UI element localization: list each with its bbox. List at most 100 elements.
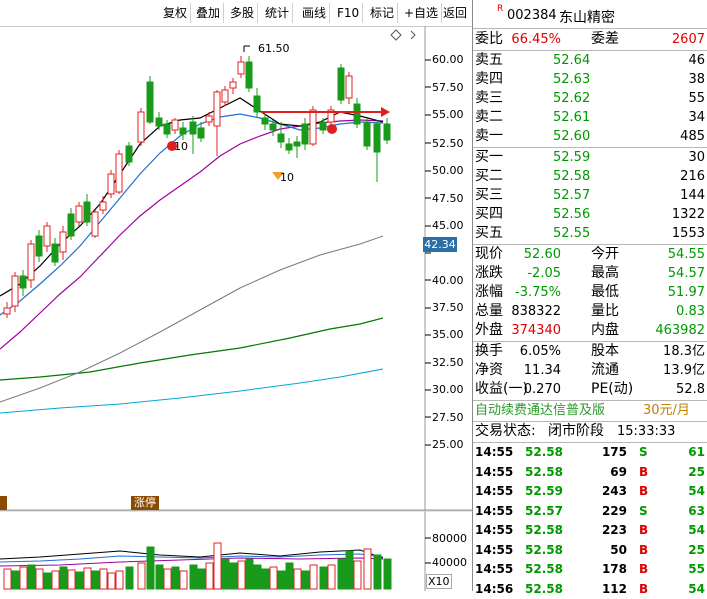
candle-body[interactable] — [269, 123, 277, 131]
candle-body[interactable] — [197, 127, 205, 139]
ad-text[interactable]: 自动续费通达信普及版 — [475, 403, 606, 418]
bid-row[interactable]: 买五 52.55 1553 — [473, 224, 707, 243]
candle-body[interactable] — [309, 109, 317, 145]
trade-tick-row[interactable]: 14:55 52.58 69 B 25 — [473, 463, 707, 482]
statistics-button[interactable]: 统计 — [262, 3, 294, 23]
trade-tick-row[interactable]: 14:55 52.57 229 S 63 — [473, 502, 707, 521]
event-marker-icon[interactable] — [167, 141, 177, 151]
candle-body[interactable] — [137, 111, 145, 143]
vol-ma5-line — [0, 549, 384, 560]
event-marker-icon[interactable] — [327, 124, 337, 134]
candle-body[interactable] — [67, 213, 75, 237]
bid-row[interactable]: 买二 52.58 216 — [473, 167, 707, 186]
fundamental-value: 11.34 — [523, 363, 561, 378]
candle-body[interactable] — [373, 123, 381, 153]
y-tick-label: 55.00 — [432, 108, 464, 121]
candle-body[interactable] — [83, 201, 91, 223]
ask-row[interactable]: 卖二 52.61 34 — [473, 108, 707, 127]
draw-line-button[interactable]: 画线 — [299, 3, 331, 23]
settings-diamond-icon[interactable] — [390, 29, 402, 41]
trade-side: B — [639, 523, 649, 537]
ask-label: 卖一 — [475, 128, 503, 144]
trade-tick-row[interactable]: 14:55 52.58 223 B 54 — [473, 521, 707, 540]
back-button[interactable]: 返回 — [443, 6, 468, 20]
candle-body[interactable] — [35, 235, 43, 257]
event-badge-left[interactable] — [0, 496, 7, 510]
limit-up-badge[interactable]: 涨停 — [131, 496, 159, 510]
candle-body[interactable] — [327, 109, 335, 123]
ad-price[interactable]: 30元/月 — [643, 403, 690, 418]
candle-body[interactable] — [383, 123, 391, 141]
candle-body[interactable] — [277, 133, 285, 143]
candle-body[interactable] — [213, 91, 221, 127]
candle-body[interactable] — [51, 243, 59, 263]
candle-body[interactable] — [125, 145, 133, 163]
bid-row[interactable]: 买四 52.56 1322 — [473, 205, 707, 224]
trade-tick-row[interactable]: 14:55 52.58 178 B 55 — [473, 560, 707, 579]
candle-body[interactable] — [245, 61, 253, 89]
candle-body[interactable] — [179, 127, 187, 135]
quote-label: 涨幅 — [475, 284, 503, 300]
fundamental-value: 18.3亿 — [663, 344, 705, 359]
overlay-button[interactable]: 叠加 — [193, 3, 225, 23]
candle-body[interactable] — [319, 121, 327, 131]
candle-body[interactable] — [189, 121, 197, 135]
volume-bar — [125, 566, 134, 590]
volume-bar — [43, 572, 52, 590]
trade-tick-row[interactable]: 14:56 52.58 112 B 54 — [473, 580, 707, 599]
candle-body[interactable] — [27, 243, 35, 281]
candle-body[interactable] — [171, 119, 179, 131]
trade-tick-row[interactable]: 14:55 52.59 243 B 54 — [473, 482, 707, 501]
trade-price: 52.58 — [525, 542, 563, 557]
volume-bar — [327, 564, 336, 590]
ask-row[interactable]: 卖四 52.63 38 — [473, 70, 707, 89]
candle-body[interactable] — [91, 211, 99, 237]
kline-chart[interactable] — [0, 26, 472, 591]
bid-row[interactable]: 买一 52.59 30 — [473, 148, 707, 167]
candle-body[interactable] — [337, 67, 345, 101]
candle-body[interactable] — [237, 61, 245, 75]
subscription-ad[interactable]: 自动续费通达信普及版 30元/月 — [473, 401, 707, 420]
candle-body[interactable] — [253, 95, 261, 113]
trade-tick-row[interactable]: 14:55 52.58 50 B 25 — [473, 541, 707, 560]
chevron-right-icon[interactable] — [410, 30, 416, 40]
candle-body[interactable] — [107, 173, 115, 195]
add-watchlist-button[interactable]: +自选 — [401, 3, 443, 23]
ask-row[interactable]: 卖一 52.60 485 — [473, 127, 707, 146]
candle-body[interactable] — [261, 117, 269, 125]
ask-row[interactable]: 卖五 52.64 46 — [473, 51, 707, 70]
trade-tick-row[interactable]: 14:55 52.58 175 S 61 — [473, 443, 707, 462]
candle-body[interactable] — [3, 307, 11, 315]
candle-body[interactable] — [353, 103, 361, 125]
candle-body[interactable] — [293, 141, 301, 147]
candle-body[interactable] — [75, 205, 83, 223]
f10-button[interactable]: F10 — [334, 3, 364, 23]
candle-body[interactable] — [163, 123, 171, 135]
candle-body[interactable] — [221, 89, 229, 103]
ask-row[interactable]: 卖三 52.62 55 — [473, 89, 707, 108]
bid-row[interactable]: 买三 52.57 144 — [473, 186, 707, 205]
candle-body[interactable] — [115, 153, 123, 193]
volume-bar — [171, 566, 180, 590]
trade-volume: 243 — [601, 484, 627, 498]
candle-body[interactable] — [363, 121, 371, 147]
candle-body[interactable] — [205, 115, 213, 123]
bid-price: 52.58 — [553, 169, 591, 184]
candle-body[interactable] — [146, 81, 154, 123]
candle-body[interactable] — [229, 81, 237, 89]
candle-body[interactable] — [285, 143, 293, 151]
candle-body[interactable] — [301, 123, 309, 145]
ask-volume: 38 — [688, 72, 705, 87]
multi-stock-button[interactable]: 多股 — [227, 3, 259, 23]
high-price-label: 61.50 — [258, 42, 290, 55]
diamond-marker-icon[interactable] — [272, 172, 284, 180]
mark-button[interactable]: 标记 — [367, 3, 399, 23]
candle-body[interactable] — [43, 225, 51, 247]
candle-body[interactable] — [11, 275, 19, 307]
candle-body[interactable] — [19, 275, 27, 289]
candle-body[interactable] — [155, 117, 163, 127]
candle-body[interactable] — [345, 75, 353, 99]
restore-rights-button[interactable]: 复权 — [160, 3, 192, 23]
candle-body[interactable] — [99, 201, 107, 211]
candle-body[interactable] — [59, 231, 67, 253]
